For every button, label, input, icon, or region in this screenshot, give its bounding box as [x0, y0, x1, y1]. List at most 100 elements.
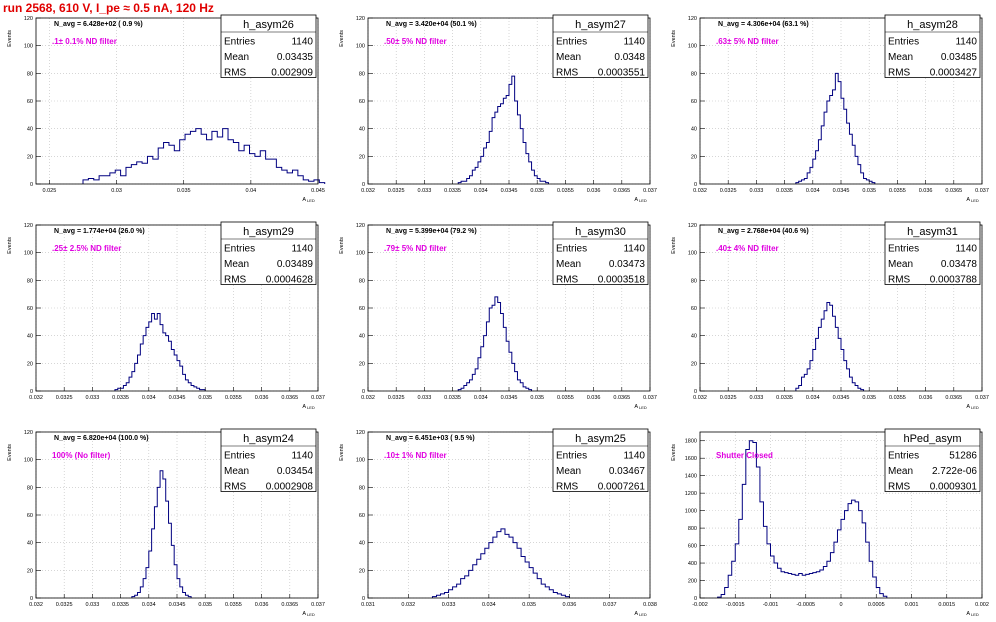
histogram-bin [785, 573, 789, 598]
histogram-bin [94, 180, 99, 184]
y-tick-label: 40 [27, 541, 33, 547]
histogram-bin [83, 180, 88, 184]
stats-value: 0.03467 [609, 466, 646, 477]
x-axis-label: A [302, 404, 306, 410]
histogram-bin [521, 557, 525, 599]
x-tick-label: 0.034 [474, 188, 488, 194]
x-tick-label: 0.034 [806, 188, 820, 194]
histogram-bin [104, 176, 109, 184]
x-tick-label: 0.025 [43, 188, 57, 194]
stats-value: 2.722e-06 [932, 466, 977, 477]
x-tick-label: 0.032 [361, 188, 375, 194]
histogram-bin [160, 325, 163, 391]
navg-label: N_avg = 2.768e+04 (40.6 %) [718, 228, 809, 235]
histogram-bin [781, 572, 785, 598]
stats-title: h_asym25 [575, 433, 626, 445]
histogram-bin [541, 584, 545, 598]
x-tick-label: 0.0365 [613, 188, 630, 194]
y-tick-label: 800 [688, 526, 697, 532]
histogram-bin [169, 145, 174, 184]
histogram-bin [859, 511, 863, 598]
filter-annotation: .63± 5% ND filter [716, 37, 779, 46]
histogram-bin [721, 595, 725, 598]
stats-key: Entries [224, 451, 255, 462]
y-tick-label: 0 [694, 182, 697, 188]
x-tick-label: 0.036 [587, 188, 601, 194]
histogram-bin [509, 84, 512, 184]
histogram-bin [799, 574, 803, 598]
stats-key: RMS [224, 482, 247, 493]
y-tick-label: 1400 [685, 474, 697, 480]
histogram-bin [830, 553, 834, 598]
histogram-bin [866, 542, 870, 598]
y-tick-label: 60 [359, 513, 365, 519]
y-tick-label: 20 [27, 154, 33, 160]
x-tick-label: 0.034 [806, 395, 820, 401]
x-tick-label: 0.002 [975, 602, 989, 608]
y-tick-label: 100 [356, 251, 365, 257]
histogram-bin [792, 574, 796, 598]
histogram-bin [841, 519, 845, 598]
x-tick-label: 0.0355 [557, 395, 574, 401]
stats-value: 1140 [955, 37, 977, 48]
y-tick-label: 600 [688, 544, 697, 550]
histogram-bin [820, 570, 824, 598]
x-tick-label: 0.036 [255, 395, 269, 401]
y-tick-label: 80 [691, 71, 697, 77]
x-tick-label: 0.037 [311, 602, 325, 608]
stats-key: RMS [556, 68, 579, 79]
y-tick-label: 20 [691, 154, 697, 160]
y-axis-label: Events [671, 237, 677, 254]
histogram-line [114, 313, 206, 391]
y-tick-label: 120 [356, 223, 365, 229]
x-tick-label: 0.035 [530, 188, 544, 194]
y-tick-label: 120 [24, 430, 33, 436]
x-tick-label: 0.033 [418, 188, 432, 194]
y-tick-label: 100 [356, 44, 365, 50]
x-tick-label: 0.033 [750, 188, 764, 194]
y-tick-label: 120 [356, 430, 365, 436]
x-tick-label: 0.033 [86, 602, 100, 608]
histogram-bin [827, 561, 831, 598]
y-tick-label: 0 [30, 182, 33, 188]
stats-key: RMS [224, 68, 247, 79]
histogram-bin [303, 180, 308, 184]
stats-box [552, 221, 649, 285]
histogram-bin [153, 159, 158, 184]
stats-key: Mean [888, 52, 913, 63]
stats-box [884, 221, 981, 285]
histogram-bin [537, 579, 541, 598]
stats-title: hPed_asym [903, 433, 961, 445]
stats-key: RMS [224, 275, 247, 286]
stats-value: 0.03435 [277, 52, 314, 63]
y-tick-label: 20 [359, 568, 365, 574]
histogram-bin [880, 594, 884, 598]
navg-label: N_avg = 6.428e+02 ( 0.9 %) [54, 21, 143, 28]
stats-key: Entries [556, 37, 587, 48]
histogram-bin [185, 134, 190, 184]
x-axis-label: A [634, 197, 638, 203]
histogram-bin [164, 143, 169, 185]
navg-label: N_avg = 6.820e+04 (100.0 %) [54, 435, 149, 442]
histogram-panel-h_asym31: 0.032 0.0325 0.033 0.0335 0.034 0.0345 0.035 0.… [664, 207, 996, 414]
x-tick-label: 0.037 [975, 188, 989, 194]
histogram-bin [876, 588, 880, 598]
stats-value: 1140 [623, 244, 645, 255]
y-tick-label: 100 [24, 44, 33, 50]
y-tick-label: 40 [691, 334, 697, 340]
histogram-svg: 0.032 0.0325 0.033 0.0335 0.034 0.0345 0.035 0.… [7, 428, 325, 617]
histogram-bin [99, 176, 104, 184]
histogram-bin [481, 554, 485, 598]
y-tick-label: 1000 [685, 509, 697, 515]
histogram-bin [276, 167, 281, 184]
x-axis-label-sub: LED [639, 612, 647, 617]
histogram-panel-hPed_asym: -0.002 -0.0015 -0.001 -0.0005 0 0.0005 0.001 0.… [664, 414, 996, 621]
filter-annotation: .10± 1% ND filter [384, 451, 447, 460]
y-tick-label: 400 [688, 561, 697, 567]
histogram-bin [131, 165, 136, 184]
navg-label: N_avg = 3.420e+04 (50.1 %) [386, 21, 477, 28]
x-axis-label: A [634, 611, 638, 617]
stats-box [552, 14, 649, 78]
histogram-bin [778, 568, 782, 598]
x-tick-label: 0.032 [693, 188, 707, 194]
